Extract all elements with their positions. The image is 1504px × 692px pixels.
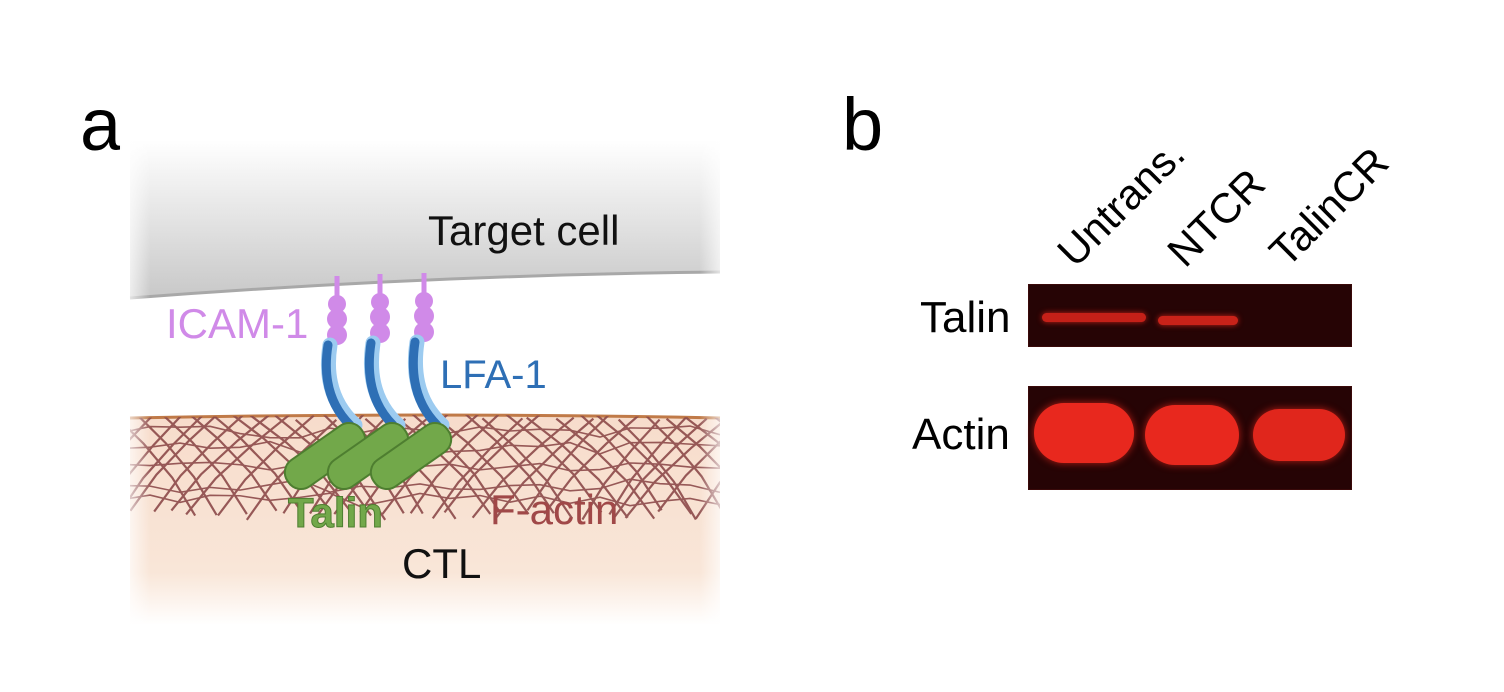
talin-band-untrans (1042, 313, 1146, 322)
actin-filament (738, 419, 821, 519)
row-label-talin: Talin (920, 293, 1011, 342)
icam-1-label: ICAM-1 (166, 300, 308, 347)
f-actin-label: F-actin (490, 486, 618, 533)
talin-blot (1028, 284, 1352, 347)
actin-band-ntcr (1145, 405, 1239, 465)
panel-a-letter: a (80, 83, 122, 166)
target-cell-label: Target cell (428, 207, 619, 254)
lfa-1-label: LFA-1 (440, 353, 547, 397)
lfa-1-integrins (320, 334, 450, 433)
actin-band-untrans (1034, 403, 1134, 463)
talin-band-ntcr (1158, 316, 1238, 325)
talin-label: Talin (288, 489, 383, 536)
actin-blot (1028, 386, 1352, 490)
actin-band-talincr (1253, 409, 1345, 461)
talin-rods (283, 421, 453, 491)
row-label-actin: Actin (912, 410, 1010, 459)
panel-b-letter: b (842, 83, 884, 166)
ctl-label: CTL (402, 540, 481, 587)
